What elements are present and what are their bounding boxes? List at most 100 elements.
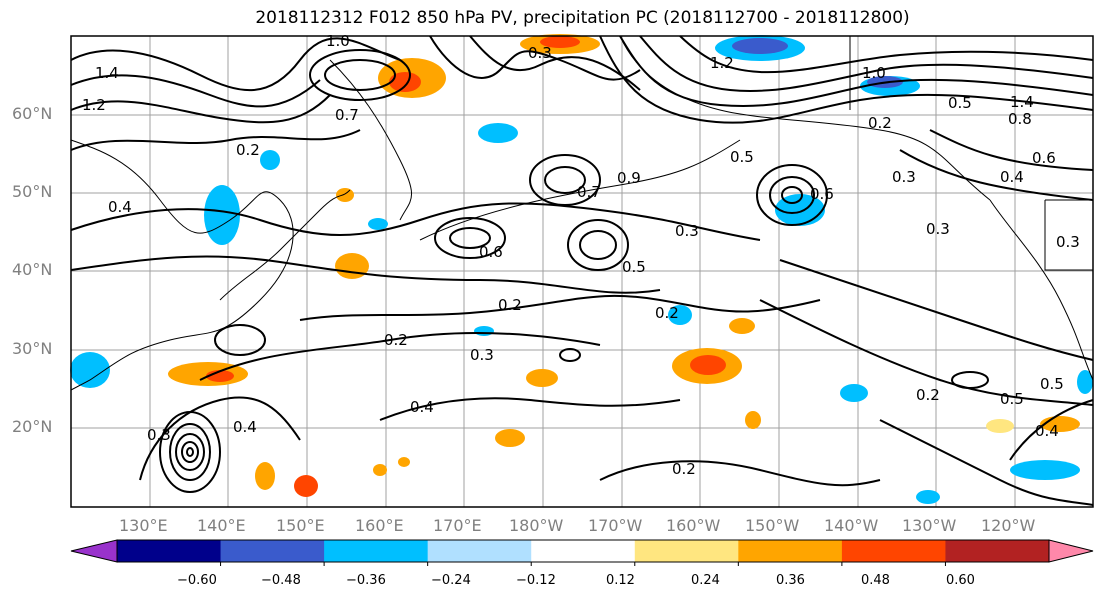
lat-label: 30°N xyxy=(12,339,53,358)
precip-positive xyxy=(540,36,580,48)
precip-positive xyxy=(729,318,755,334)
lat-label: 60°N xyxy=(12,104,53,123)
contour-label: 0.6 xyxy=(479,243,503,261)
contour-label: 0.5 xyxy=(1000,390,1024,408)
contour-label: 0.9 xyxy=(617,169,641,187)
pv-contour-line xyxy=(429,35,641,81)
pv-contour-loop xyxy=(951,371,989,389)
pv-contour-line xyxy=(619,35,1094,107)
graticule xyxy=(71,36,1093,507)
pv-contour-loop xyxy=(186,447,194,457)
precip-positive xyxy=(526,369,558,387)
colorbar-segment xyxy=(841,540,946,562)
colorbar-tick-label: 0.12 xyxy=(606,573,635,588)
contour-label: 1.4 xyxy=(95,64,119,82)
contour-label: 0.8 xyxy=(1008,110,1032,128)
contour-label: 1.0 xyxy=(862,64,886,82)
pv-contour-loop xyxy=(169,423,211,481)
contour-label: 0.4 xyxy=(410,398,434,416)
coastline-kamchatka xyxy=(329,59,413,221)
pv-contour-loop xyxy=(529,154,601,206)
pv-contour-loop xyxy=(567,219,629,271)
lon-label: 180°W xyxy=(509,516,564,535)
pv-contour-loop xyxy=(781,186,803,204)
lat-label: 40°N xyxy=(12,260,53,279)
contour-label: 0.4 xyxy=(233,418,257,436)
lon-label: 160°E xyxy=(355,516,404,535)
contour-label: 1.4 xyxy=(1010,93,1034,111)
colorbar-segment xyxy=(220,540,325,562)
colorbar-segment xyxy=(531,540,636,562)
lon-label: 170°E xyxy=(433,516,482,535)
contour-label: 0.2 xyxy=(236,141,260,159)
contour-label: 0.3 xyxy=(926,220,950,238)
coastline-aleutians xyxy=(419,139,741,241)
contour-label: 0.3 xyxy=(528,44,552,62)
pv-contour-loop xyxy=(769,176,815,214)
pv-contour-loop xyxy=(756,164,828,226)
colorbar-border xyxy=(116,539,1050,563)
contour-label: 0.2 xyxy=(655,304,679,322)
pv-contour-loop xyxy=(309,49,411,101)
pv-contour-line xyxy=(199,332,601,381)
contour-label: 0.5 xyxy=(622,258,646,276)
contour-label: 0.3 xyxy=(470,346,494,364)
pv-contour-line xyxy=(469,35,641,91)
colorbar-tick-label: 0.36 xyxy=(776,573,805,588)
pv-contour-loop xyxy=(579,230,617,260)
lon-label: 140°E xyxy=(197,516,246,535)
precip-negative xyxy=(368,218,388,230)
precip-positive xyxy=(495,429,525,447)
colorbar-segment xyxy=(945,540,1050,562)
pv-contour-line xyxy=(929,129,1094,171)
pv-contour-line xyxy=(759,299,1094,406)
precip-negative xyxy=(478,123,518,143)
colorbar-segment xyxy=(738,540,843,562)
pv-contour-line xyxy=(879,419,1094,506)
coastlines xyxy=(70,35,1094,391)
contour-label: 0.5 xyxy=(730,148,754,166)
lon-label: 160°W xyxy=(666,516,721,535)
pv-contour-line xyxy=(779,259,1094,361)
lon-label: 150°W xyxy=(745,516,800,535)
contour-label: 0.7 xyxy=(335,106,359,124)
coastline-japan xyxy=(219,189,351,301)
pv-contour-line xyxy=(599,460,881,487)
colorbar-tick-label: −0.12 xyxy=(516,573,556,588)
colorbar-arrow-min xyxy=(70,539,118,563)
lon-label: 130°W xyxy=(902,516,957,535)
contour-label: 0.3 xyxy=(1056,233,1080,251)
pv-contour-loop xyxy=(449,227,491,249)
pv-contour-loop xyxy=(181,441,199,463)
lon-label: 140°W xyxy=(824,516,879,535)
contour-label: 0.4 xyxy=(1000,168,1024,186)
coastline-asia xyxy=(70,139,294,391)
pv-contour-line xyxy=(70,74,321,108)
pv-contours xyxy=(70,35,1094,506)
contour-label: 0.3 xyxy=(147,426,171,444)
precip-positive xyxy=(335,253,369,279)
precipitation-shading xyxy=(70,34,1093,504)
contour-label: 0.7 xyxy=(577,183,601,201)
pv-contour-line xyxy=(70,94,331,124)
lon-label: 130°E xyxy=(119,516,168,535)
contour-label: 0.2 xyxy=(868,114,892,132)
precip-negative xyxy=(70,352,110,388)
precip-negative xyxy=(732,38,788,54)
pv-contour-line xyxy=(70,37,401,92)
pv-contour-line xyxy=(139,396,301,481)
lat-label: 50°N xyxy=(12,182,53,201)
precip-positive xyxy=(294,475,318,497)
colorbar-tick-label: 0.48 xyxy=(861,573,890,588)
colorbar-segment xyxy=(324,540,429,562)
colorbar-tick-label: −0.36 xyxy=(346,573,386,588)
colorbar xyxy=(70,539,1094,566)
precip-positive xyxy=(398,457,410,467)
contour-label: 0.5 xyxy=(948,94,972,112)
contour-label: 0.4 xyxy=(1035,422,1059,440)
pv-contour-line xyxy=(379,397,681,421)
precip-positive xyxy=(373,464,387,476)
colorbar-segment xyxy=(427,540,532,562)
pv-contour-line xyxy=(599,35,1094,124)
